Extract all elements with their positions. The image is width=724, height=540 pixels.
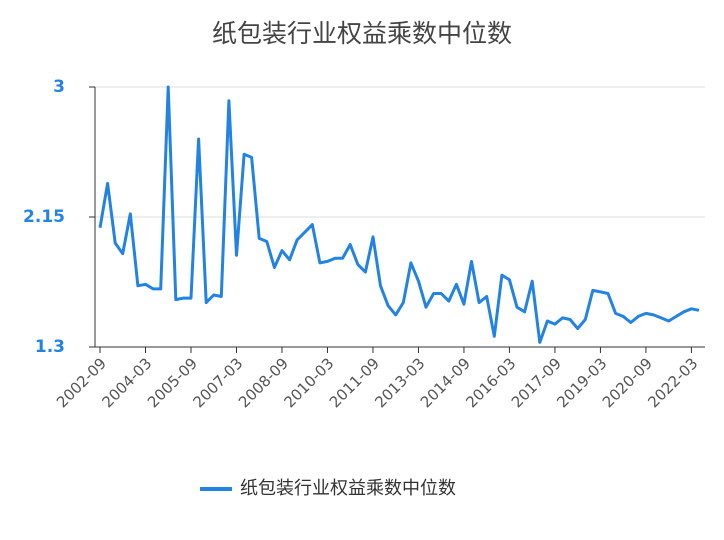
y-tick-label: 3	[53, 77, 65, 97]
legend-label: 纸包装行业权益乘数中位数	[240, 478, 456, 499]
y-tick-label: 1.3	[35, 337, 65, 357]
y-tick-label: 2.15	[23, 207, 65, 227]
chart-title: 纸包装行业权益乘数中位数	[212, 19, 512, 48]
x-tick-label: 2022-03	[644, 354, 701, 411]
data-line	[98, 85, 700, 344]
